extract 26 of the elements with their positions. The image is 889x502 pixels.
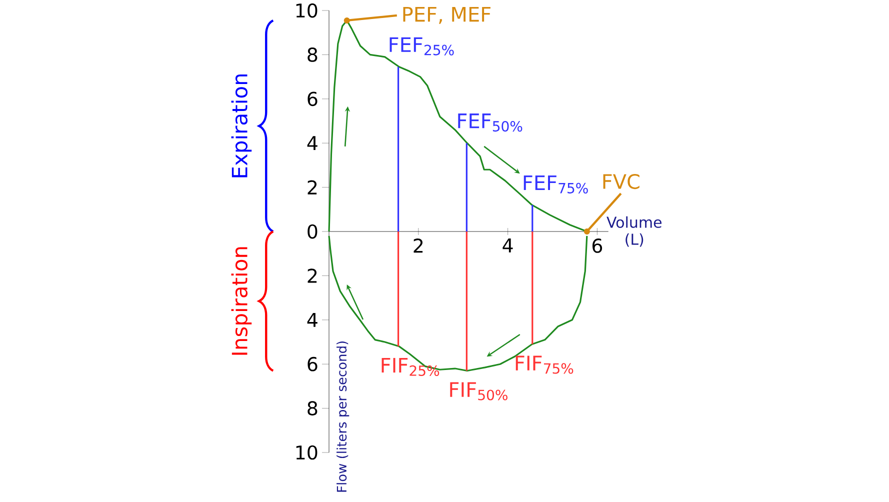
y-tick-label: 4 [307,136,318,150]
y-tick-label: 0 [308,224,318,239]
annotation: FIF$_{75%}$ [516,356,574,374]
x-tick-label: 4 [502,238,513,253]
text: Expiration [231,74,252,178]
y-tick-label: 6 [308,92,318,106]
y-tick-label: 8 [308,401,318,416]
y-tick-label: 2 [308,268,317,284]
y-tick-label: 10 [296,4,318,18]
y-tick-label: 2 [308,180,317,195]
annotation: FIF$_{50%}$ [450,382,508,401]
annotation: PEF, MEF [403,7,490,24]
annotation: FIF$_{25%}$ [382,358,440,376]
annotation: FEF$_{25%}$ [390,38,454,56]
y-axis-title: Flow (liters per second) [336,342,350,492]
annotation: FVC [603,174,640,190]
x-tick-label: 2 [414,238,423,253]
annotation: FEF$_{75%}$ [524,176,588,194]
y-tick-label: 4 [307,313,318,328]
y-tick-label: 10 [296,446,318,460]
y-tick-label: 8 [308,48,318,62]
x-tick-label: 6 [592,238,602,254]
text: Inspiration [231,247,252,355]
y-tick-label: 6 [308,357,318,372]
x-axis-title: Volume (L) [606,216,662,247]
annotation: FEF$_{50%}$ [458,114,522,132]
